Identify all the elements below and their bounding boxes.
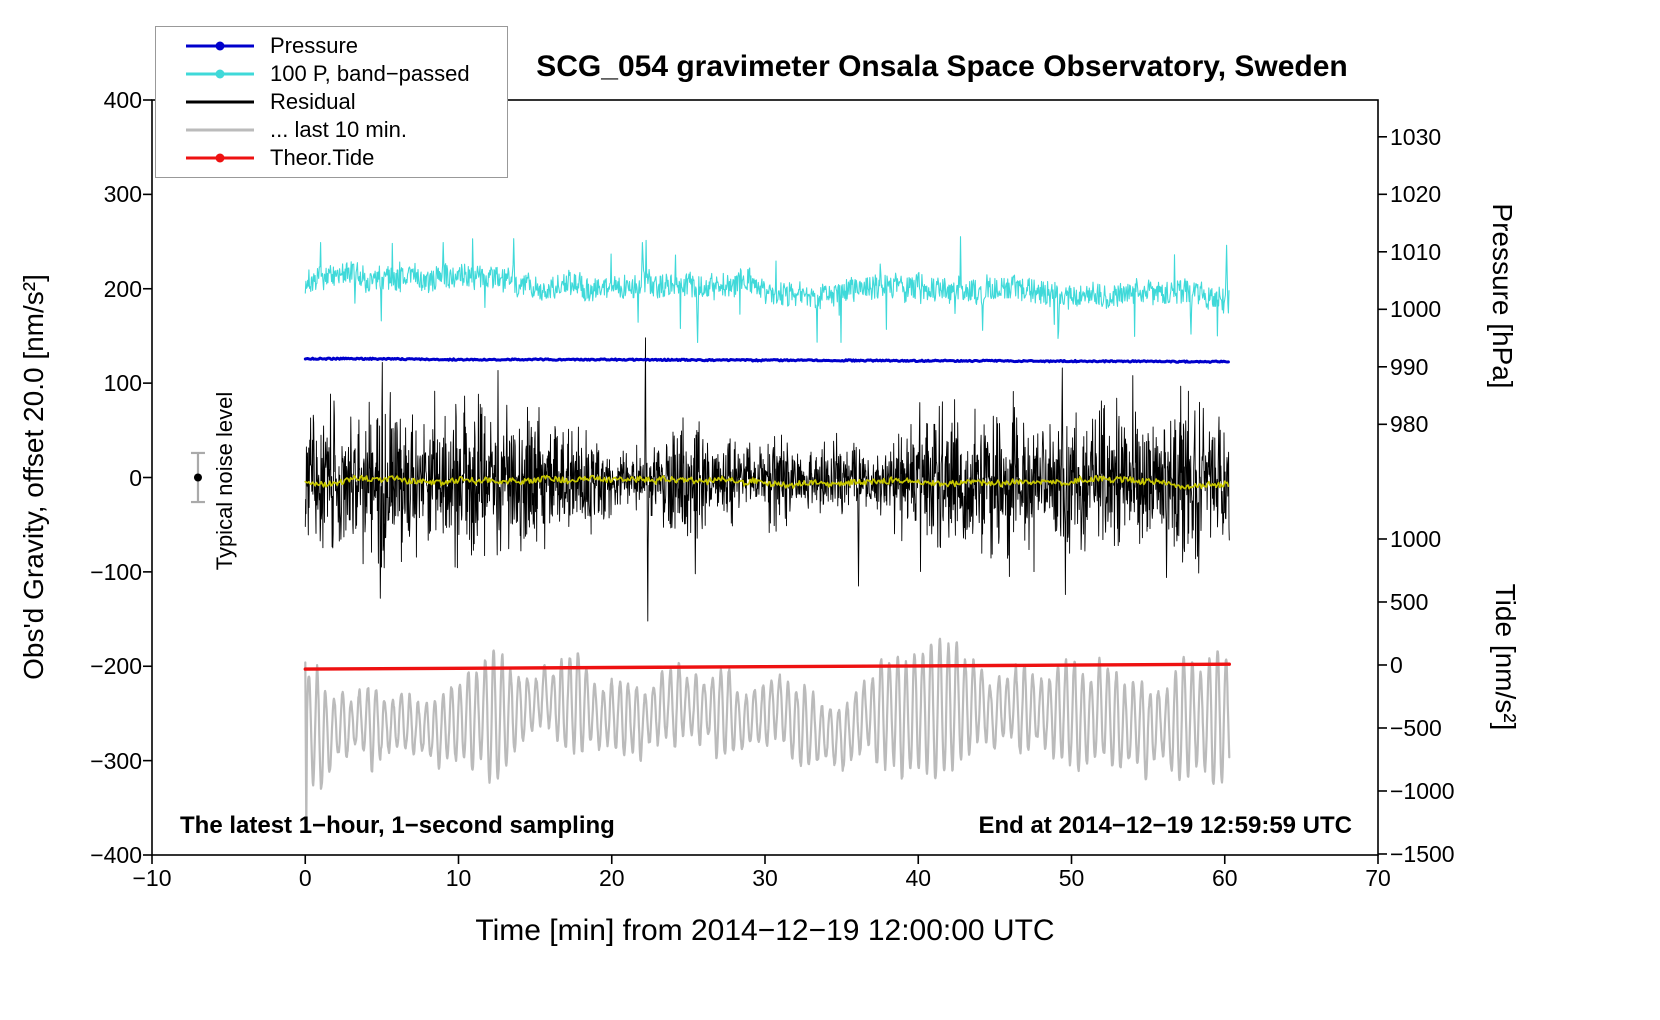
x-tick-label: 30 <box>752 865 778 891</box>
pressure-tick-label: 1010 <box>1390 238 1442 265</box>
y-axis-label-tide: Tide [nm/s²] <box>1490 583 1521 731</box>
x-tick-label: 60 <box>1211 865 1238 891</box>
chart-title: SCG_054 gravimeter Onsala Space Observat… <box>536 50 1348 83</box>
gravity-tick-label: 100 <box>103 370 142 397</box>
tide-tick-label: −1000 <box>1390 777 1455 804</box>
gravity-tick-label: 0 <box>129 464 142 491</box>
legend-label: Theor.Tide <box>270 145 375 170</box>
pressure-tick-label: 990 <box>1390 353 1429 380</box>
pressure-tick-label: 1000 <box>1390 296 1442 323</box>
x-tick-label: 0 <box>298 865 312 891</box>
gravity-tick-label: −200 <box>90 653 142 680</box>
noise-level-label: Typical noise level <box>212 391 237 571</box>
x-axis-label: Time [min] from 2014−12−19 12:00:00 UTC <box>475 914 1055 947</box>
legend-item-5: Theor.Tide <box>180 144 507 172</box>
y-axis-label-gravity: Obs'd Gravity, offset 20.0 [nm/s²] <box>18 274 49 680</box>
noise-level-marker <box>193 473 202 482</box>
tide-tick-label: −500 <box>1390 714 1442 741</box>
legend-dot <box>215 153 225 163</box>
legend-item-2: 100 P, band−passed <box>180 60 507 88</box>
legend-line-sample <box>186 41 254 51</box>
gravity-tick-label: 300 <box>103 181 142 208</box>
series-pressure <box>303 356 1230 364</box>
legend-line-sample <box>186 128 254 132</box>
legend-label: 100 P, band−passed <box>270 61 470 86</box>
series-theor_tide <box>303 662 1231 671</box>
pressure-tick-label: 1030 <box>1390 123 1442 150</box>
x-tick-label: −10 <box>132 865 172 891</box>
legend-line-sample <box>186 153 254 163</box>
gravity-tick-label: 400 <box>103 87 142 113</box>
pressure-tick-label: 1020 <box>1390 181 1442 208</box>
legend-line-sample <box>186 69 254 79</box>
x-tick-label: 40 <box>905 865 932 891</box>
series-band_passed <box>304 236 1230 344</box>
legend-label: Residual <box>270 89 356 114</box>
legend-label: Pressure <box>270 33 359 58</box>
x-tick-label: 50 <box>1058 865 1085 891</box>
legend-label: ... last 10 min. <box>270 117 407 142</box>
legend-line-sample <box>186 100 254 104</box>
legend-item-4: ... last 10 min. <box>180 116 507 144</box>
gravity-tick-label: −400 <box>90 842 142 868</box>
legend-item-3: Residual <box>180 88 507 116</box>
legend-dot <box>215 41 225 51</box>
tide-tick-label: 0 <box>1390 651 1403 678</box>
gravity-tick-label: −300 <box>90 747 142 774</box>
pressure-tick-label: 980 <box>1390 411 1429 438</box>
end-time-note: End at 2014−12−19 12:59:59 UTC <box>978 812 1352 839</box>
sampling-note: The latest 1−hour, 1−second sampling <box>180 812 615 839</box>
legend-item-1: Pressure <box>180 32 507 60</box>
legend-dot <box>215 69 225 79</box>
x-tick-label: 70 <box>1365 865 1391 891</box>
tide-tick-label: −1500 <box>1390 840 1455 867</box>
x-tick-label: 10 <box>445 865 472 891</box>
gravity-tick-label: 200 <box>103 275 142 302</box>
series-residual_filtered <box>304 474 1230 490</box>
tide-tick-label: 500 <box>1390 588 1429 615</box>
legend: Pressure 100 P, band−passed Residual ... la… <box>155 26 508 178</box>
series-last10min <box>304 637 1231 830</box>
gravity-tick-label: −100 <box>90 558 142 585</box>
x-tick-label: 20 <box>598 865 625 891</box>
tide-tick-label: 1000 <box>1390 525 1442 552</box>
